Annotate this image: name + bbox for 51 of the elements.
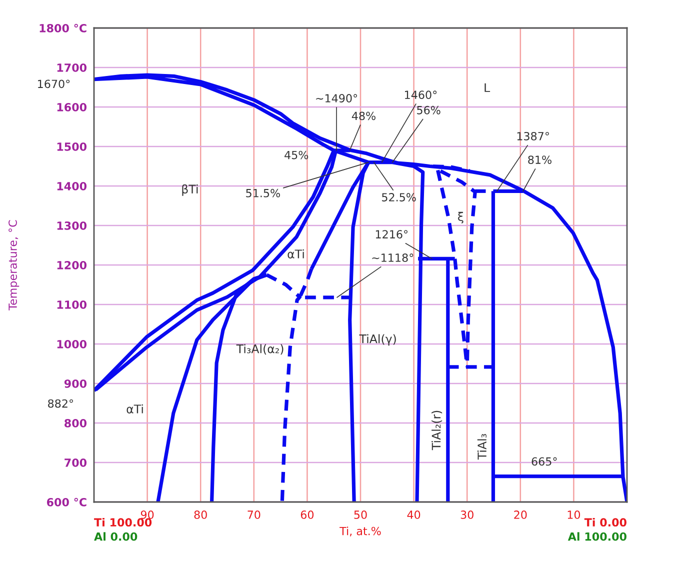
annotation: 1387° [517, 132, 549, 140]
annotation: TiAl(γ) [359, 334, 396, 346]
y-tick-label: 900 [64, 379, 87, 388]
annotation: ~1490° [316, 94, 358, 102]
annotation: 1670° [38, 80, 70, 88]
annotation: 882° [48, 399, 73, 408]
x-axis-title: Ti, at.% [340, 526, 381, 536]
y-tick-label: 1500 [57, 142, 87, 151]
annotation: Ti₃Al(α₂) [236, 344, 284, 355]
y-tick-label: 1800 °C [40, 24, 86, 32]
text: Ti 0.00 [584, 518, 626, 527]
y-tick-label: 1300 [57, 221, 87, 230]
x-tick-label: 20 [514, 510, 527, 519]
x-tick-label: 80 [194, 510, 207, 519]
x-tick-label: 30 [460, 510, 474, 519]
annotation: 1216° [376, 230, 408, 238]
annotation: 81% [528, 156, 552, 164]
annotation: βTi [182, 184, 198, 196]
y-axis-title: Temperature, °C [8, 220, 20, 310]
y-tick-label: 1600 [57, 102, 87, 112]
y-tick-label: 1200 [57, 260, 87, 270]
text: Al 100.00 [568, 532, 626, 541]
x-tick-label: 90 [140, 510, 154, 519]
y-tick-label: 1400 [57, 182, 87, 190]
annotation: αTi [126, 404, 143, 414]
x-tick-label: 60 [300, 510, 314, 519]
text: Al 0.00 [94, 532, 138, 541]
y-tick-label: 700 [64, 458, 87, 467]
x-tick-label: 10 [568, 510, 580, 519]
annotation: αTi [288, 249, 304, 258]
text: Ti 100.00 [94, 518, 152, 527]
annotation: ξ [458, 212, 464, 224]
y-tick-label: 800 [64, 418, 87, 428]
annotation: ~1118° [372, 254, 414, 262]
annotation: 45% [284, 150, 308, 160]
annotation: 51.5% [246, 188, 280, 198]
annotation: 48% [352, 112, 376, 120]
y-tick-label: 1000 [57, 340, 87, 348]
annotation: 1460° [405, 90, 437, 100]
y-tick-label: 1700 [57, 63, 87, 72]
annotation: TiAl₃ [477, 434, 486, 460]
annotation: 665° [532, 457, 557, 466]
annotation: 52.5% [382, 193, 416, 202]
annotation: L [484, 83, 490, 92]
x-tick-label: 40 [407, 510, 420, 519]
y-tick-label: 1100 [57, 300, 87, 309]
x-tick-label: 50 [354, 510, 367, 519]
annotation: TiAl₂(r) [432, 410, 442, 450]
y-tick-label: 600 °C [46, 498, 86, 506]
annotation: 56% [417, 106, 440, 114]
x-tick-label: 70 [248, 510, 260, 519]
